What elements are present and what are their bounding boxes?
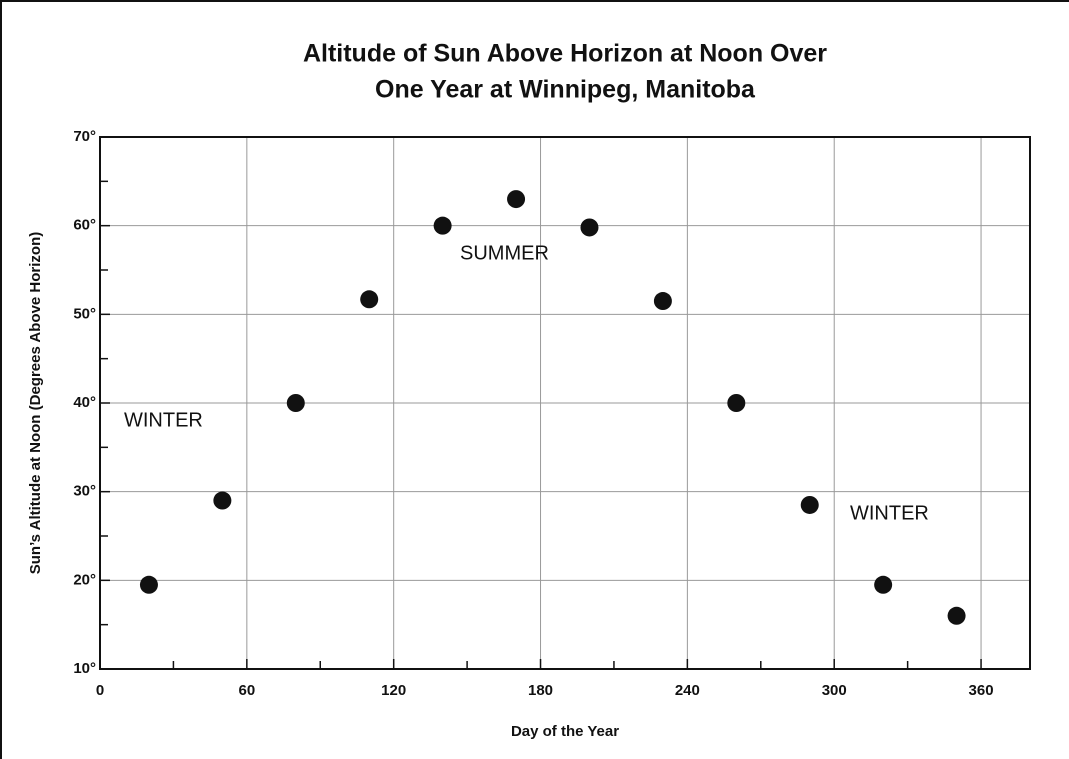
y-tick-label: 50° (73, 305, 96, 322)
y-tick-label: 30° (73, 483, 96, 500)
x-tick-label: 300 (822, 682, 847, 699)
point (800, 495, 819, 514)
point (727, 394, 746, 412)
x-axis-label: Day of the Year (511, 723, 619, 740)
x-tick-label: 60 (238, 682, 255, 699)
x-tick-label: 180 (528, 682, 553, 699)
chart-title: One Year at Winnipeg, Manitoba (375, 76, 756, 104)
x-tick-label: 0 (96, 682, 104, 699)
y-tick-label: 70° (73, 128, 96, 145)
annotation: WINTER (124, 409, 203, 431)
y-tick-label: 40° (73, 394, 96, 411)
chart-title: Altitude of Sun Above Horizon at Noon Ov… (303, 40, 827, 68)
point (360, 290, 379, 309)
point (286, 394, 305, 412)
x-tick-label: 240 (675, 682, 700, 699)
point (507, 190, 526, 209)
x-tick-label: 360 (969, 682, 994, 699)
point (580, 218, 599, 237)
point (874, 575, 893, 594)
y-tick-label: 20° (73, 571, 96, 588)
point (139, 575, 158, 594)
point (653, 292, 672, 311)
y-axis-label: Sun’s Altitude at Noon (Degrees Above Ho… (27, 232, 44, 575)
plot-frame (99, 136, 1031, 670)
annotation: WINTER (850, 502, 929, 524)
y-tick-label: 10° (73, 660, 96, 677)
y-tick-label: 60° (73, 217, 96, 234)
point (433, 216, 452, 235)
annotation: SUMMER (460, 242, 549, 264)
point (213, 491, 232, 510)
point (947, 606, 966, 625)
x-tick-label: 120 (381, 682, 406, 699)
